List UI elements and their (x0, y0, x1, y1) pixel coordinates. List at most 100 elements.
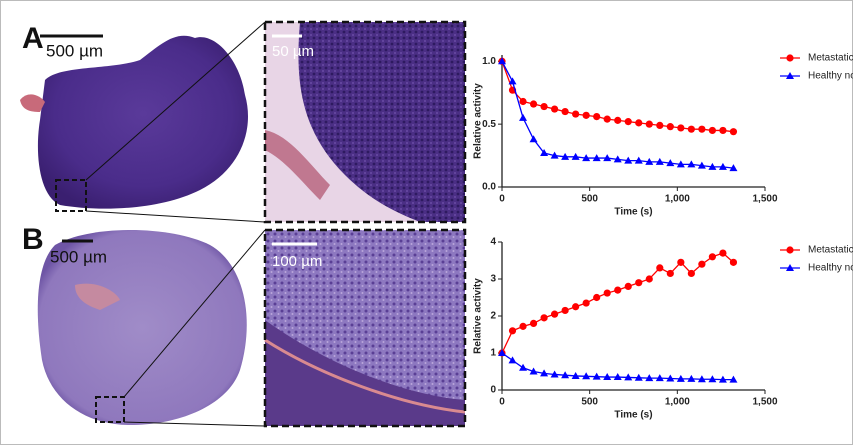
marker (708, 126, 717, 135)
panel-label: B (22, 223, 44, 256)
marker (508, 327, 517, 335)
marker (624, 282, 632, 290)
marker (698, 260, 706, 268)
marker (786, 246, 794, 254)
marker (708, 375, 717, 383)
marker (624, 156, 633, 164)
marker (697, 161, 706, 169)
scale-bar-label: 50 µm (272, 43, 314, 60)
scale-bar-label: 100 µm (272, 253, 322, 270)
marker (719, 249, 727, 257)
marker (645, 120, 653, 128)
marker (603, 154, 612, 162)
marker (613, 373, 622, 381)
marker (708, 162, 717, 170)
marker (540, 102, 548, 111)
x-tick-label: 1,500 (752, 194, 777, 205)
marker (718, 162, 727, 170)
marker (786, 54, 794, 62)
x-tick-label: 1,000 (665, 397, 690, 408)
marker (634, 373, 643, 381)
marker (572, 303, 580, 311)
y-tick-label: 2 (490, 311, 496, 322)
marker (582, 154, 591, 162)
marker (624, 373, 633, 381)
marker (593, 113, 601, 121)
marker (645, 374, 654, 382)
marker (698, 125, 706, 133)
y-tick-label: 0.5 (482, 119, 496, 130)
y-tick-label: 1 (490, 348, 496, 359)
series-line (501, 252, 734, 354)
marker (529, 319, 538, 327)
marker (571, 152, 580, 160)
marker (708, 253, 717, 261)
series-line (501, 60, 734, 169)
marker (786, 72, 794, 79)
marker (729, 164, 738, 172)
marker (508, 356, 517, 364)
marker (687, 374, 696, 382)
marker (603, 289, 611, 297)
x-tick-label: 1,500 (752, 397, 777, 408)
y-axis-label: Relative activity (473, 83, 484, 159)
marker (592, 372, 601, 380)
marker (687, 269, 695, 278)
marker (614, 286, 622, 294)
marker (645, 275, 653, 283)
marker (655, 374, 664, 382)
marker (645, 157, 654, 165)
marker (529, 367, 538, 375)
marker (582, 111, 590, 119)
marker (572, 110, 580, 118)
marker (676, 160, 685, 168)
legend-label: Metastatic node (808, 53, 853, 64)
marker (561, 371, 570, 379)
marker (687, 125, 695, 133)
panel-label: A (22, 22, 44, 55)
marker (498, 57, 506, 65)
marker (571, 371, 580, 379)
marker (603, 373, 612, 381)
marker (582, 299, 590, 307)
marker (592, 154, 601, 162)
x-axis-label: Time (s) (614, 410, 652, 421)
y-tick-label: 0 (490, 385, 496, 396)
marker (540, 149, 549, 157)
y-tick-label: 3 (490, 274, 496, 285)
marker (624, 118, 632, 126)
x-tick-label: 0 (499, 194, 505, 205)
marker (540, 369, 549, 377)
marker (676, 374, 685, 382)
y-tick-label: 4 (490, 237, 496, 248)
marker (786, 264, 794, 271)
marker (718, 375, 727, 383)
x-tick-label: 0 (499, 397, 505, 408)
marker (635, 119, 643, 127)
marker (551, 310, 559, 318)
marker (582, 372, 591, 380)
marker (551, 105, 559, 113)
marker (550, 151, 559, 159)
x-tick-label: 500 (581, 194, 598, 205)
marker (666, 374, 675, 382)
marker (561, 107, 569, 116)
x-tick-label: 500 (581, 397, 598, 408)
marker (508, 77, 517, 85)
marker (498, 349, 506, 356)
marker (729, 375, 738, 383)
legend-label: Healthy node (808, 71, 853, 82)
scale-bar-label: 500 µm (46, 41, 103, 60)
histology-a (20, 20, 467, 224)
marker (666, 159, 675, 167)
marker (634, 156, 643, 164)
marker (603, 115, 611, 123)
marker (677, 258, 685, 266)
marker (729, 258, 738, 266)
y-tick-label: 1.0 (482, 56, 496, 67)
marker (519, 363, 528, 371)
marker (614, 116, 622, 124)
marker (635, 279, 643, 287)
marker (529, 135, 538, 143)
marker (561, 306, 569, 315)
